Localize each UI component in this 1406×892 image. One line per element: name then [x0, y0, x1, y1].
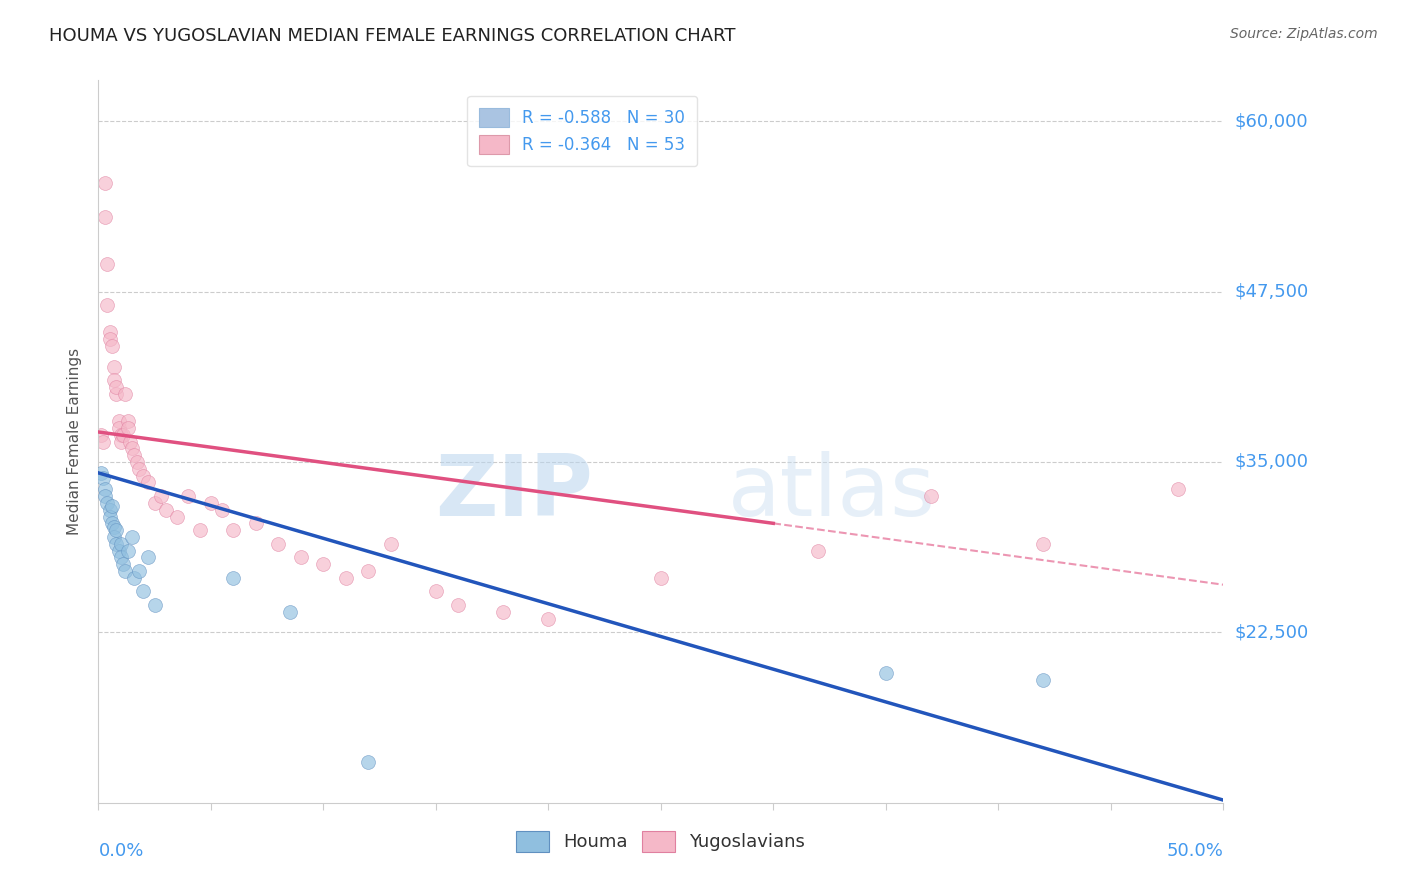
Point: [96, 257, 118, 271]
Point: [94, 176, 117, 190]
Point: [128, 462, 150, 476]
Point: [101, 339, 124, 353]
Point: [188, 523, 211, 537]
Point: [98, 326, 121, 340]
Point: [105, 380, 128, 394]
Point: [96, 298, 118, 312]
Point: [117, 414, 139, 428]
Point: [114, 387, 136, 401]
Point: [492, 605, 515, 619]
Point: [117, 421, 139, 435]
Point: [107, 414, 129, 428]
Point: [98, 332, 121, 346]
Point: [103, 530, 125, 544]
Point: [177, 489, 200, 503]
Point: [132, 584, 155, 599]
Point: [132, 468, 155, 483]
Point: [136, 550, 159, 565]
Point: [96, 496, 118, 510]
Point: [380, 537, 402, 551]
Point: [425, 584, 447, 599]
Text: atlas: atlas: [728, 450, 936, 533]
Point: [121, 530, 143, 544]
Point: [1167, 482, 1189, 496]
Point: [143, 598, 166, 612]
Point: [90, 466, 112, 480]
Point: [112, 427, 135, 442]
Point: [103, 520, 125, 534]
Text: HOUMA VS YUGOSLAVIAN MEDIAN FEMALE EARNINGS CORRELATION CHART: HOUMA VS YUGOSLAVIAN MEDIAN FEMALE EARNI…: [49, 27, 735, 45]
Point: [101, 516, 124, 531]
Point: [136, 475, 159, 490]
Point: [110, 537, 132, 551]
Point: [447, 598, 470, 612]
Text: Source: ZipAtlas.com: Source: ZipAtlas.com: [1230, 27, 1378, 41]
Point: [125, 455, 148, 469]
Point: [124, 448, 146, 462]
Point: [222, 571, 245, 585]
Point: [1032, 673, 1054, 687]
Point: [267, 537, 290, 551]
Point: [91, 471, 114, 485]
Point: [650, 571, 672, 585]
Point: [103, 373, 125, 387]
Text: $60,000: $60,000: [1234, 112, 1308, 130]
Point: [107, 543, 129, 558]
Point: [537, 612, 560, 626]
Text: ZIP: ZIP: [436, 450, 593, 533]
Point: [103, 359, 125, 374]
Point: [110, 427, 132, 442]
Point: [143, 496, 166, 510]
Point: [128, 564, 150, 578]
Point: [357, 564, 380, 578]
Point: [166, 509, 188, 524]
Point: [211, 502, 233, 516]
Point: [222, 523, 245, 537]
Point: [920, 489, 942, 503]
Point: [875, 666, 897, 681]
Point: [105, 387, 128, 401]
Text: 50.0%: 50.0%: [1167, 842, 1223, 860]
Point: [117, 543, 139, 558]
Point: [112, 558, 135, 572]
Point: [105, 523, 128, 537]
Point: [118, 434, 141, 449]
Point: [155, 502, 177, 516]
Point: [335, 571, 357, 585]
Point: [278, 605, 301, 619]
Text: $47,500: $47,500: [1234, 283, 1309, 301]
Point: [90, 427, 112, 442]
Point: [98, 502, 121, 516]
Point: [1032, 537, 1054, 551]
Point: [150, 489, 173, 503]
Legend: Houma, Yugoslavians: Houma, Yugoslavians: [509, 823, 813, 859]
Point: [105, 537, 128, 551]
Point: [114, 564, 136, 578]
Point: [245, 516, 267, 531]
Text: $22,500: $22,500: [1234, 624, 1309, 641]
Point: [807, 543, 830, 558]
Point: [121, 442, 143, 456]
Point: [124, 571, 146, 585]
Point: [91, 434, 114, 449]
Text: $35,000: $35,000: [1234, 453, 1309, 471]
Point: [312, 558, 335, 572]
Point: [94, 489, 117, 503]
Point: [357, 755, 380, 769]
Point: [290, 550, 312, 565]
Point: [110, 550, 132, 565]
Point: [110, 434, 132, 449]
Point: [101, 499, 124, 513]
Point: [94, 482, 117, 496]
Point: [94, 210, 117, 224]
Point: [98, 509, 121, 524]
Y-axis label: Median Female Earnings: Median Female Earnings: [67, 348, 83, 535]
Text: 0.0%: 0.0%: [98, 842, 143, 860]
Point: [200, 496, 222, 510]
Point: [107, 421, 129, 435]
